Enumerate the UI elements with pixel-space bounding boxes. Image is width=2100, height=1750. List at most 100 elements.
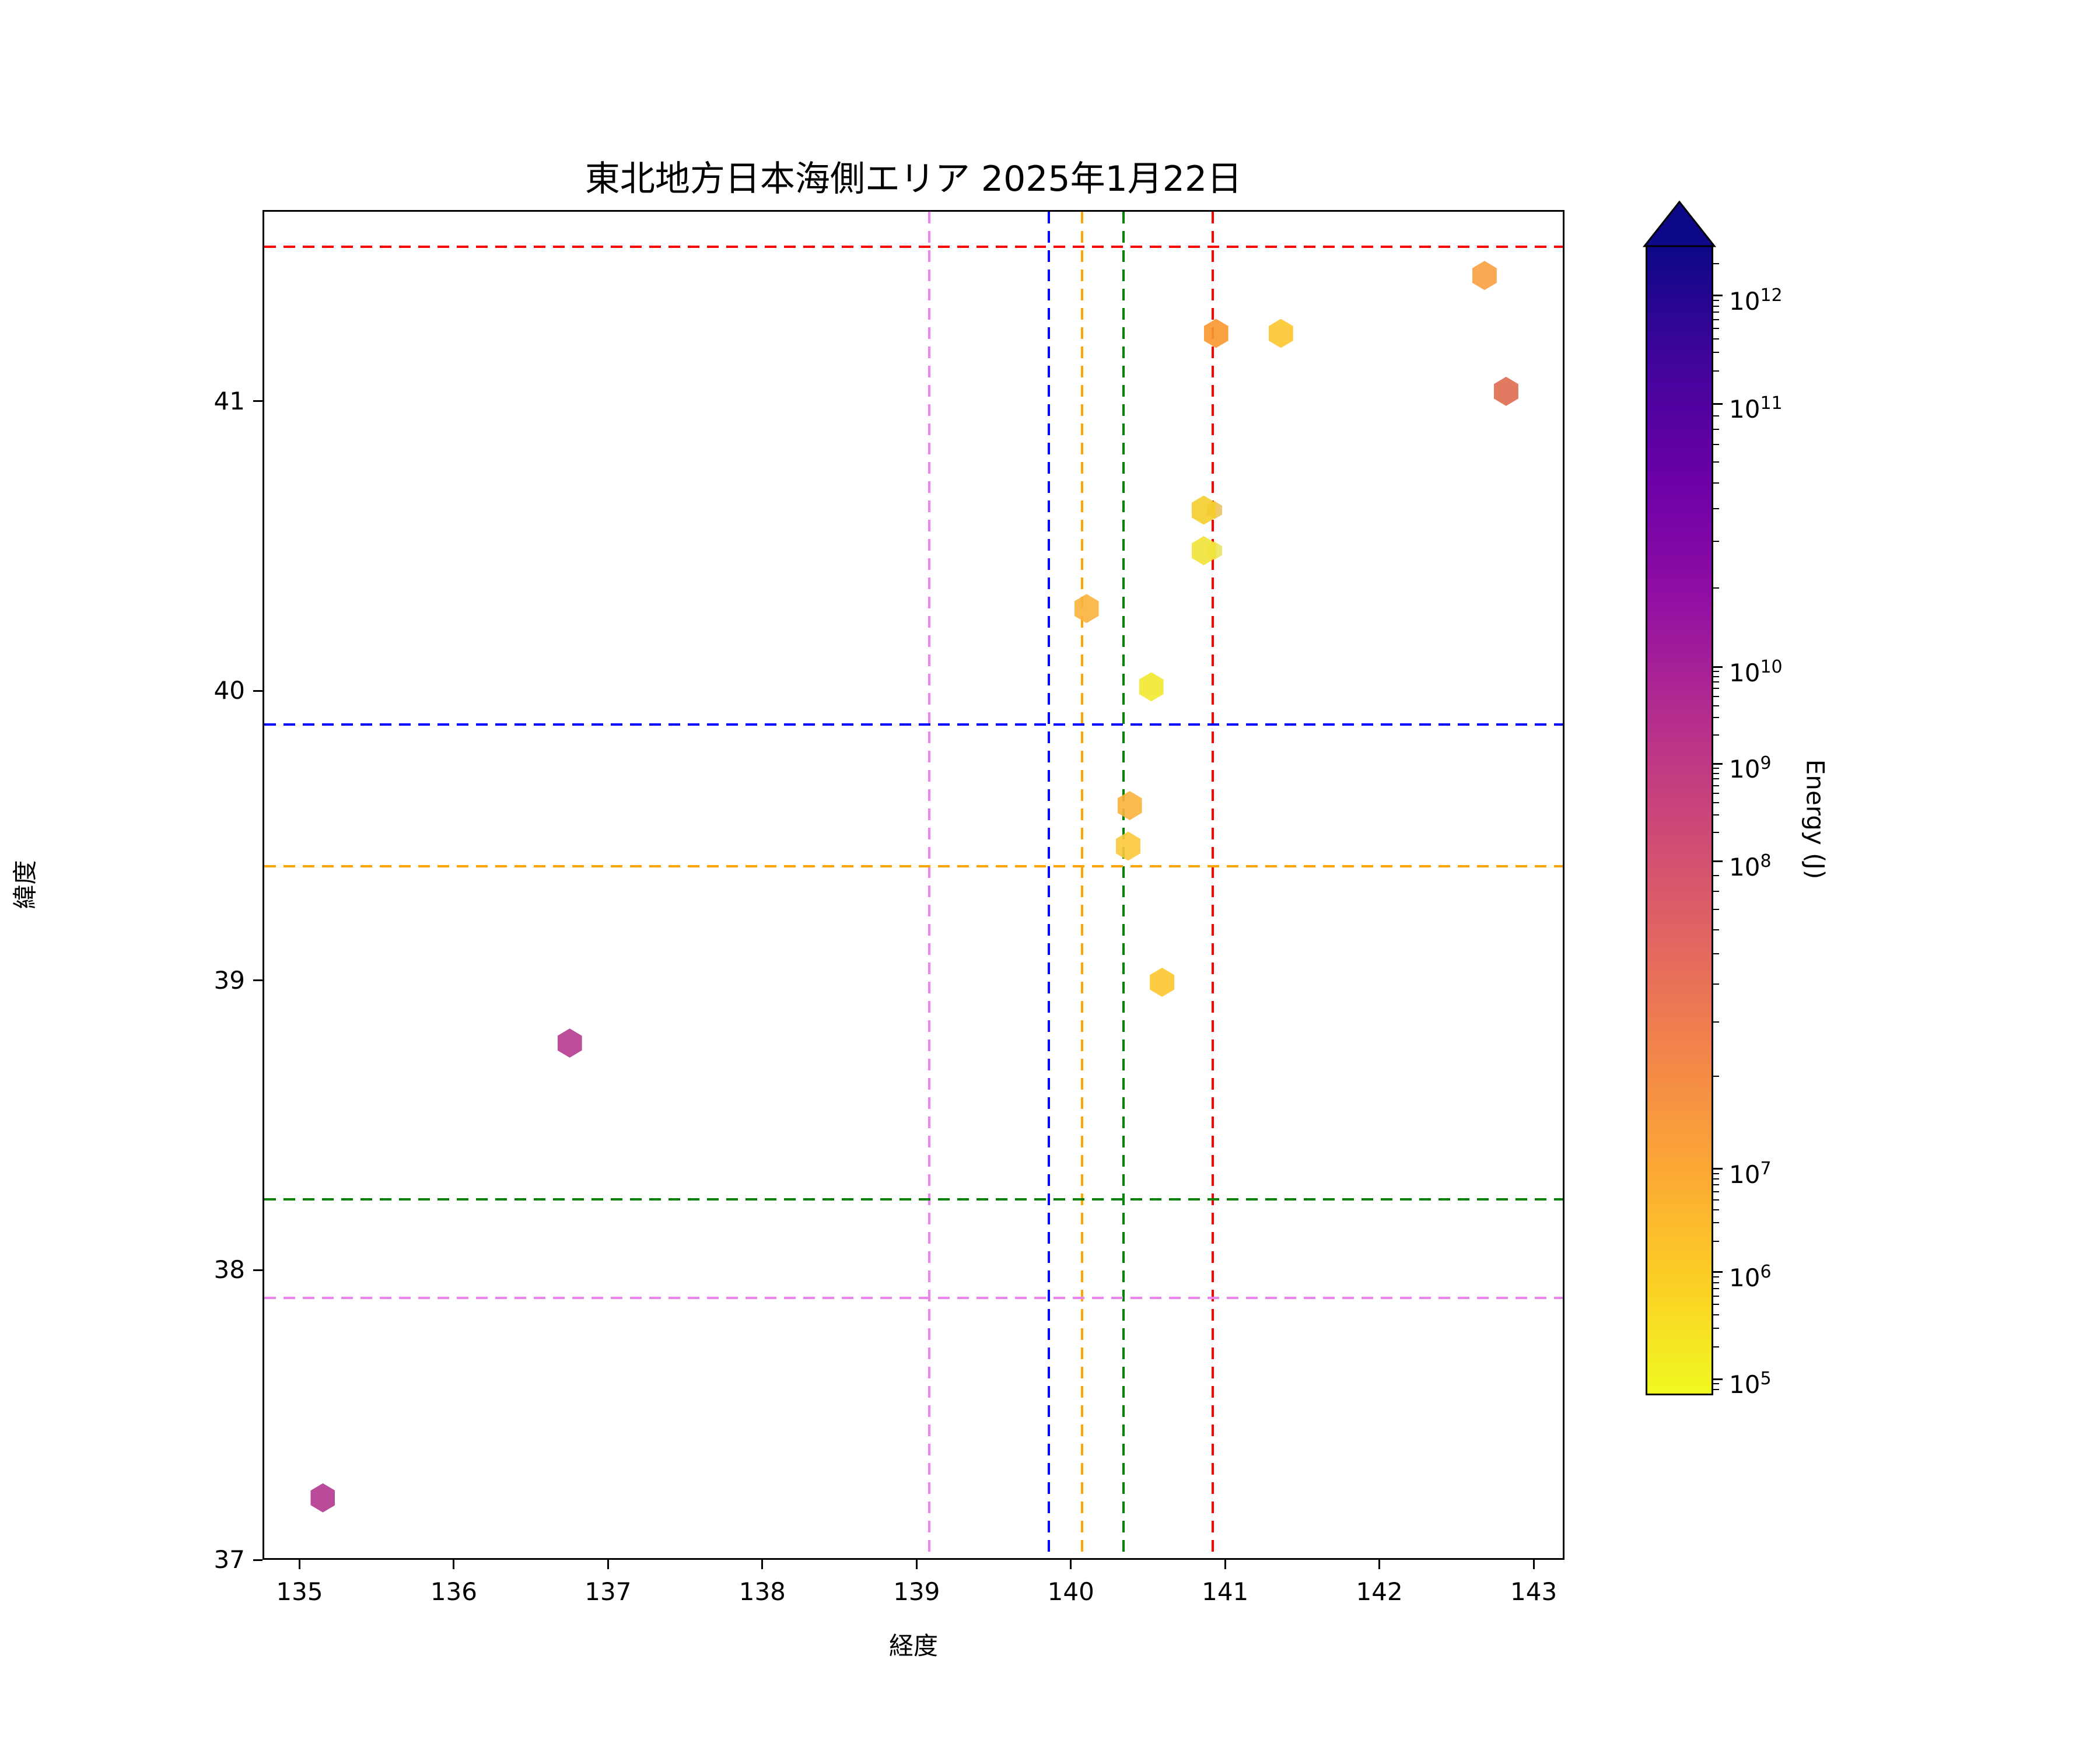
colorbar-minor-tick xyxy=(1713,1327,1719,1329)
colorbar-tick-exponent: 7 xyxy=(1760,1158,1772,1179)
colorbar-minor-tick xyxy=(1713,1295,1719,1297)
ref-line-horizontal xyxy=(264,1198,1563,1201)
colorbar-tick-base: 10 xyxy=(1729,1263,1760,1292)
colorbar-tick-label: 1011 xyxy=(1729,388,1783,424)
y-axis-tick xyxy=(253,1559,262,1561)
data-point-hexagon xyxy=(1074,594,1099,624)
colorbar-minor-tick xyxy=(1713,778,1719,780)
x-tick-label: 142 xyxy=(1356,1577,1403,1606)
colorbar-minor-tick xyxy=(1713,734,1719,736)
colorbar-minor-tick xyxy=(1713,262,1719,264)
data-point-hexagon xyxy=(1493,376,1518,406)
colorbar-tick-exponent: 6 xyxy=(1760,1261,1772,1282)
y-axis-tick xyxy=(253,1269,262,1271)
ref-line-horizontal xyxy=(264,1297,1563,1300)
colorbar-tick-label: 109 xyxy=(1729,748,1772,783)
data-point-hexagon xyxy=(1117,790,1142,820)
data-point-hexagon xyxy=(1150,967,1175,997)
colorbar-minor-tick xyxy=(1713,1021,1719,1023)
y-axis-label: 緯度 xyxy=(10,860,40,909)
colorbar-minor-tick xyxy=(1713,1383,1719,1385)
colorbar-minor-tick xyxy=(1713,1240,1719,1242)
colorbar-minor-tick xyxy=(1713,772,1719,774)
x-axis-label: 経度 xyxy=(888,1632,938,1660)
colorbar-tick-label: 105 xyxy=(1729,1364,1772,1399)
colorbar-major-tick xyxy=(1713,860,1723,863)
colorbar-major-tick xyxy=(1713,666,1723,668)
colorbar-tick-base: 10 xyxy=(1729,395,1760,424)
x-axis-tick xyxy=(761,1560,764,1569)
x-tick-label: 141 xyxy=(1202,1577,1249,1606)
colorbar-tick-exponent: 10 xyxy=(1760,656,1783,677)
colorbar-minor-tick xyxy=(1713,1346,1719,1348)
colorbar-minor-tick xyxy=(1713,785,1719,786)
colorbar-minor-tick xyxy=(1713,929,1719,930)
colorbar-minor-tick xyxy=(1713,1222,1719,1224)
colorbar-tick-exponent: 8 xyxy=(1760,850,1772,872)
colorbar-tick-exponent: 5 xyxy=(1760,1368,1772,1390)
colorbar-minor-tick xyxy=(1713,1276,1719,1278)
ref-line-vertical xyxy=(1080,212,1083,1558)
x-tick-label: 138 xyxy=(738,1577,786,1606)
ref-line-horizontal xyxy=(264,723,1563,726)
colorbar-minor-tick xyxy=(1713,587,1719,589)
colorbar-label: Energy (J) xyxy=(1801,759,1830,880)
ref-line-vertical xyxy=(1122,212,1125,1558)
colorbar-minor-tick xyxy=(1713,1288,1719,1290)
data-point-hexagon xyxy=(1115,831,1140,861)
ref-line-vertical xyxy=(1212,212,1214,1558)
x-axis-tick xyxy=(607,1560,609,1569)
colorbar-tick-label: 1012 xyxy=(1729,281,1783,316)
colorbar-major-tick xyxy=(1713,402,1723,405)
x-tick-label: 135 xyxy=(276,1577,323,1606)
x-axis-tick xyxy=(1378,1560,1381,1569)
x-tick-label: 137 xyxy=(584,1577,632,1606)
colorbar-minor-tick xyxy=(1713,1191,1719,1192)
colorbar-minor-tick xyxy=(1713,1184,1719,1185)
colorbar-minor-tick xyxy=(1713,1076,1719,1077)
x-axis-tick xyxy=(915,1560,918,1569)
colorbar-tick-base: 10 xyxy=(1729,286,1760,316)
chart-title: 東北地方日本海側エリア 2025年1月22日 xyxy=(584,159,1242,200)
colorbar-minor-tick xyxy=(1713,908,1719,910)
colorbar-tick-base: 10 xyxy=(1729,1370,1760,1399)
colorbar-minor-tick xyxy=(1713,802,1719,804)
colorbar-minor-tick xyxy=(1713,705,1719,706)
x-tick-label: 143 xyxy=(1510,1577,1558,1606)
data-point-hexagon xyxy=(310,1483,335,1513)
x-tick-label: 140 xyxy=(1047,1577,1094,1606)
colorbar-minor-tick xyxy=(1713,1314,1719,1315)
colorbar-tick-label: 106 xyxy=(1729,1257,1772,1292)
colorbar-minor-tick xyxy=(1713,327,1719,329)
colorbar-tick-label: 1010 xyxy=(1729,652,1783,687)
colorbar-minor-tick xyxy=(1713,300,1719,302)
colorbar-minor-tick xyxy=(1713,338,1719,340)
colorbar-minor-tick xyxy=(1713,792,1719,794)
colorbar-minor-tick xyxy=(1713,370,1719,372)
colorbar-tick-exponent: 12 xyxy=(1760,285,1783,306)
data-point-hexagon xyxy=(1472,261,1497,290)
y-tick-label: 40 xyxy=(214,676,245,705)
colorbar-major-tick xyxy=(1713,1271,1723,1273)
y-tick-label: 39 xyxy=(214,965,245,995)
colorbar-minor-tick xyxy=(1713,671,1719,673)
colorbar-tick-exponent: 11 xyxy=(1760,393,1783,414)
x-axis-tick xyxy=(298,1560,300,1569)
colorbar-minor-tick xyxy=(1713,768,1719,769)
colorbar-minor-tick xyxy=(1713,717,1719,719)
colorbar-minor-tick xyxy=(1713,676,1719,677)
colorbar-major-tick xyxy=(1713,295,1723,297)
colorbar-tick-label: 107 xyxy=(1729,1154,1772,1189)
colorbar-minor-tick xyxy=(1713,312,1719,313)
x-tick-label: 139 xyxy=(893,1577,940,1606)
ref-line-vertical xyxy=(1047,212,1050,1558)
x-tick-label: 136 xyxy=(430,1577,477,1606)
colorbar-minor-tick xyxy=(1713,428,1719,430)
x-axis-tick xyxy=(1224,1560,1226,1569)
y-tick-label: 37 xyxy=(214,1545,245,1574)
colorbar-minor-tick xyxy=(1713,1199,1719,1200)
colorbar-major-tick xyxy=(1713,1378,1723,1380)
colorbar-major-tick xyxy=(1713,1168,1723,1170)
colorbar-minor-tick xyxy=(1713,415,1719,416)
